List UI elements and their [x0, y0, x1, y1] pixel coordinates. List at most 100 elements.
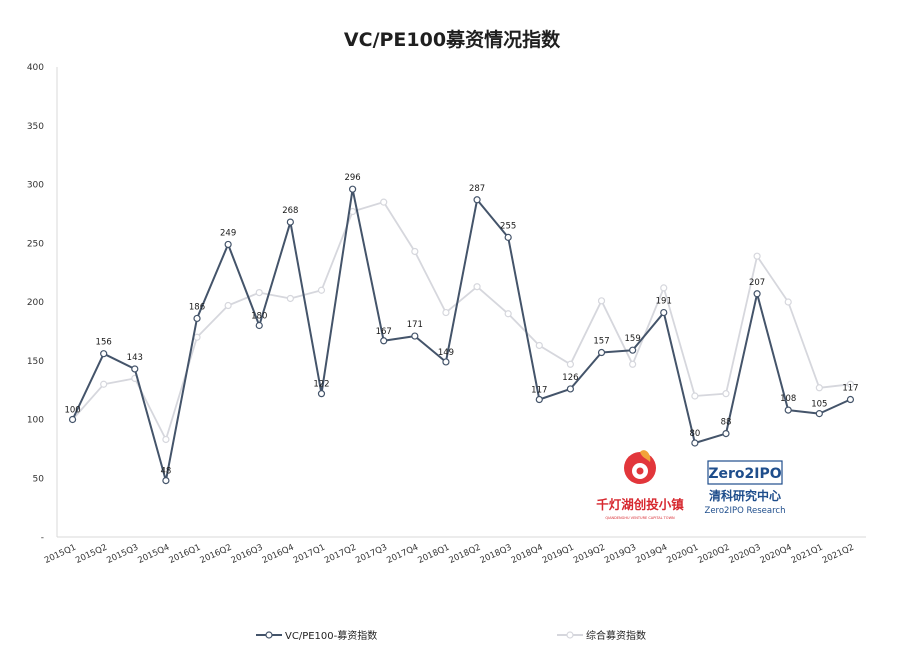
- data-point-vcpe100: [317, 390, 326, 398]
- x-tick-label: 2018Q3: [479, 543, 514, 566]
- data-point-vcpe100: [162, 477, 170, 485]
- legend-item-composite: 综合募资指数: [557, 629, 646, 642]
- data-point-vcpe100: [286, 218, 294, 226]
- data-label: 191: [656, 297, 672, 307]
- legend-label-vcpe100: VC/PE100-募资指数: [285, 629, 377, 642]
- data-point-vcpe100: [629, 346, 637, 354]
- data-label: 149: [438, 348, 454, 358]
- y-tick-label: 400: [27, 63, 44, 73]
- data-point-composite: [100, 380, 108, 388]
- x-tick-label: 2015Q1: [43, 543, 78, 566]
- data-point-vcpe100: [691, 439, 699, 447]
- data-label: 268: [282, 206, 298, 216]
- data-point-composite: [597, 297, 606, 305]
- data-point-vcpe100: [442, 358, 450, 366]
- data-label: 122: [313, 380, 329, 390]
- x-tick-label: 2016Q3: [230, 543, 265, 566]
- qiandenghu-emblem-icon: [624, 450, 656, 484]
- x-tick-label: 2020Q3: [728, 543, 763, 566]
- data-point-vcpe100: [193, 314, 201, 323]
- data-point-composite: [753, 252, 761, 260]
- data-label: 156: [96, 338, 112, 348]
- data-label: 171: [407, 320, 423, 330]
- data-point-composite: [317, 286, 326, 294]
- series-lines: [68, 185, 855, 485]
- data-label: 88: [721, 418, 732, 428]
- data-point-composite: [286, 294, 294, 303]
- data-point-vcpe100: [597, 348, 606, 357]
- data-label: 207: [749, 278, 765, 288]
- data-point-vcpe100: [722, 430, 730, 438]
- x-tick-label: 2016Q4: [261, 543, 296, 566]
- x-tick-label: 2019Q3: [603, 543, 638, 566]
- x-tick-label: 2015Q3: [105, 543, 140, 566]
- data-point-vcpe100: [68, 415, 77, 424]
- x-tick-label: 2015Q4: [136, 543, 171, 566]
- qiandenghu-logo-subtitle: QIANDENGHU VENTURE CAPITAL TOWN: [605, 516, 675, 520]
- data-point-composite: [442, 308, 450, 317]
- y-tick-label: -: [41, 533, 44, 543]
- x-tick-label: 2019Q2: [572, 543, 607, 566]
- data-label: 143: [127, 353, 143, 363]
- data-label: 180: [251, 312, 267, 322]
- data-point-composite: [255, 289, 263, 297]
- data-point-vcpe100: [348, 185, 357, 193]
- data-point-composite: [815, 384, 823, 392]
- data-point-composite: [629, 360, 637, 368]
- data-point-composite: [535, 341, 543, 350]
- data-point-composite: [162, 435, 170, 444]
- data-point-vcpe100: [100, 350, 108, 358]
- y-tick-label: 200: [27, 298, 44, 308]
- y-tick-label: 250: [27, 239, 44, 249]
- data-point-composite: [846, 380, 855, 388]
- data-label: 117: [842, 384, 858, 394]
- zero2ipo-wordmark: Zero2IPO: [708, 466, 781, 482]
- series-line-composite: [71, 201, 851, 441]
- zero2ipo-badge: [707, 460, 783, 485]
- data-point-composite: [691, 392, 699, 400]
- data-point-composite: [566, 360, 575, 368]
- x-tick-label: 2018Q2: [448, 543, 483, 566]
- x-tick-label: 2018Q1: [416, 543, 451, 566]
- data-point-composite: [784, 298, 792, 306]
- legend-marker-vcpe100: [265, 631, 273, 639]
- data-label: 157: [593, 337, 609, 347]
- data-point-vcpe100: [380, 337, 388, 345]
- x-tick-labels: 2015Q12015Q22015Q32015Q42016Q12016Q22016…: [43, 543, 856, 566]
- y-tick-label: 150: [27, 357, 44, 367]
- data-label: 126: [562, 373, 578, 383]
- qiandenghu-logo: 千灯湖创投小镇 QIANDENGHU VENTURE CAPITAL TOWN: [596, 450, 684, 520]
- data-point-vcpe100: [255, 321, 263, 330]
- data-label: 255: [500, 221, 516, 231]
- y-tick-label: 350: [27, 122, 44, 132]
- data-point-vcpe100: [131, 365, 139, 373]
- x-tick-label: 2020Q2: [696, 543, 731, 566]
- qiandenghu-logo-title: 千灯湖创投小镇: [596, 497, 684, 512]
- data-point-vcpe100: [566, 385, 575, 393]
- data-point-composite: [224, 301, 232, 310]
- data-labels: 100 156 143 48 186 249 180 268 122 296 167 171 149 28…: [64, 173, 858, 476]
- x-tick-label: 2019Q4: [634, 543, 669, 566]
- zero2ipo-logo: Zero2IPO 清科研究中心 Zero2IPO Research: [705, 460, 785, 516]
- data-point-composite: [411, 247, 419, 256]
- data-label: 105: [811, 400, 827, 410]
- y-tick-label: 100: [27, 416, 44, 426]
- data-label: 117: [531, 386, 547, 396]
- legend-item-vcpe100: VC/PE100-募资指数: [256, 629, 377, 642]
- x-tick-label: 2018Q4: [510, 543, 545, 566]
- data-point-vcpe100: [504, 233, 512, 241]
- y-tick-labels: - 50 100 150 200 250 300 350 400: [27, 63, 44, 543]
- x-tick-label: 2016Q1: [167, 543, 202, 566]
- data-point-vcpe100: [224, 240, 232, 249]
- data-point-vcpe100: [660, 308, 668, 317]
- data-point-composite: [660, 284, 668, 292]
- zero2ipo-chinese-name: 清科研究中心: [709, 488, 781, 503]
- data-point-composite: [722, 390, 730, 398]
- data-point-vcpe100: [753, 290, 761, 298]
- data-label: 108: [780, 394, 796, 404]
- data-label: 186: [189, 302, 205, 312]
- legend-label-composite: 综合募资指数: [586, 629, 646, 642]
- data-point-vcpe100: [411, 332, 419, 340]
- x-tick-label: 2017Q3: [354, 543, 389, 566]
